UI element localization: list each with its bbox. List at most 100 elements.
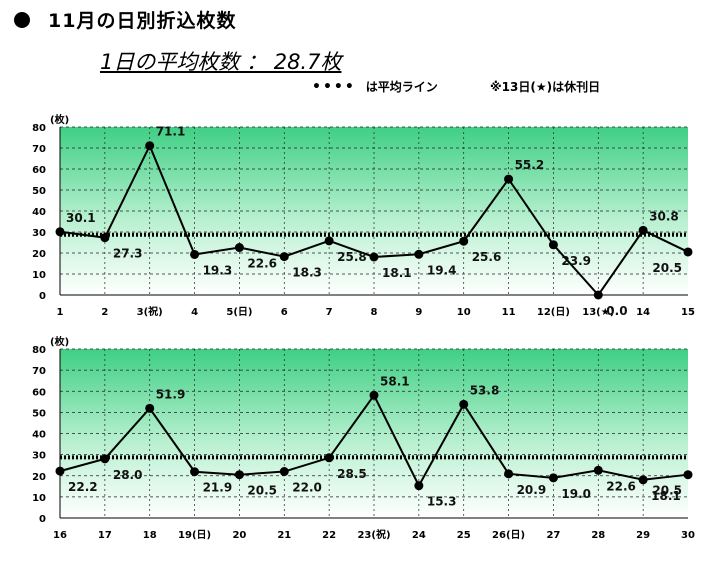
x-tick-label: 12(日) <box>537 306 570 318</box>
data-label: 21.9 <box>203 481 233 495</box>
legend-label: は平均ライン <box>365 80 438 94</box>
x-tick-label: 25 <box>457 530 471 541</box>
data-point <box>55 227 65 237</box>
x-tick-label: 16 <box>53 530 67 541</box>
y-tick-label: 30 <box>32 228 46 239</box>
data-label: 19.0 <box>561 487 591 501</box>
y-tick-label: 60 <box>32 165 46 176</box>
average-line-legend: •••• は平均ライン <box>312 78 438 95</box>
data-point <box>145 141 155 151</box>
data-point <box>100 233 110 243</box>
x-tick-label: 15 <box>681 307 695 318</box>
data-label: 30.1 <box>66 211 96 225</box>
data-label: 30.8 <box>649 209 679 223</box>
y-tick-label: 70 <box>32 144 46 155</box>
title-bullet-icon <box>14 12 30 28</box>
y-tick-label: 60 <box>32 387 46 398</box>
x-tick-label: 26(日) <box>492 529 525 541</box>
data-point <box>324 453 334 463</box>
x-tick-label: 9 <box>415 307 422 318</box>
data-label: 25.6 <box>472 250 502 264</box>
x-tick-label: 24 <box>412 530 426 541</box>
dotted-line-icon: •••• <box>312 78 356 95</box>
data-label: 23.9 <box>561 254 591 268</box>
data-point <box>504 174 514 184</box>
x-tick-label: 19(日) <box>178 529 211 541</box>
data-point <box>459 236 469 246</box>
data-point <box>638 225 648 235</box>
data-label: 27.3 <box>113 247 143 261</box>
x-tick-label: 6 <box>281 307 288 318</box>
data-label: 20.5 <box>652 484 682 498</box>
data-label: 19.3 <box>203 263 233 277</box>
data-point <box>100 454 110 464</box>
data-point <box>638 475 648 485</box>
x-tick-label: 10 <box>457 307 471 318</box>
x-tick-label: 11 <box>502 307 516 318</box>
y-unit-label: (枚) <box>50 113 69 126</box>
y-tick-label: 40 <box>32 430 46 441</box>
data-point <box>683 247 693 257</box>
y-tick-label: 10 <box>32 493 46 504</box>
data-point <box>548 473 558 483</box>
data-label: 18.1 <box>382 266 412 280</box>
data-label: 19.4 <box>427 263 457 277</box>
x-tick-label: 18 <box>143 530 157 541</box>
data-point <box>504 469 514 479</box>
data-label: 0.0 <box>606 304 627 318</box>
x-tick-label: 22 <box>322 530 336 541</box>
data-label: 18.3 <box>292 266 322 280</box>
y-tick-label: 30 <box>32 451 46 462</box>
data-label: 55.2 <box>515 158 545 172</box>
data-point <box>459 399 469 409</box>
data-label: 20.5 <box>652 261 682 275</box>
x-tick-label: 28 <box>591 530 605 541</box>
average-count: 1日の平均枚数 ： 28.7枚 <box>100 50 342 74</box>
data-label: 53.8 <box>470 383 500 397</box>
data-label: 71.1 <box>156 125 186 139</box>
y-unit-label: (枚) <box>50 335 69 348</box>
data-point <box>190 467 200 477</box>
holiday-note: ※13日(★)は休刊日 <box>490 80 601 94</box>
data-label: 22.0 <box>292 481 322 495</box>
x-tick-label: 5(日) <box>226 306 252 318</box>
data-point <box>234 243 244 253</box>
data-label: 18.1 <box>651 489 681 503</box>
page-title: 11月の日別折込枚数 <box>48 10 237 32</box>
data-label: 20.9 <box>517 483 547 497</box>
data-label: 15.3 <box>427 495 457 509</box>
data-label: 20.5 <box>247 484 277 498</box>
data-label: 22.6 <box>606 479 636 493</box>
x-tick-label: 4 <box>191 307 198 318</box>
data-label: 25.8 <box>337 250 367 264</box>
data-label: 22.6 <box>247 257 277 271</box>
data-point <box>593 465 603 475</box>
data-point <box>683 470 693 480</box>
data-point <box>414 249 424 259</box>
data-label: 51.9 <box>156 387 186 401</box>
y-tick-label: 10 <box>32 270 46 281</box>
x-tick-label: 13(★) <box>582 307 614 318</box>
data-point <box>414 481 424 491</box>
x-tick-label: 21 <box>277 530 291 541</box>
y-tick-label: 40 <box>32 207 46 218</box>
x-tick-label: 3(祝) <box>137 305 163 318</box>
data-label: 28.0 <box>113 468 143 482</box>
data-point <box>324 236 334 246</box>
y-tick-label: 70 <box>32 366 46 377</box>
data-label: 28.5 <box>337 467 367 481</box>
y-tick-label: 80 <box>32 345 46 356</box>
data-point <box>548 240 558 250</box>
data-point <box>279 252 289 262</box>
data-label: 22.2 <box>68 480 98 494</box>
x-tick-label: 14 <box>636 307 650 318</box>
data-point <box>145 403 155 413</box>
data-point <box>55 466 65 476</box>
y-tick-label: 20 <box>32 249 46 260</box>
x-tick-label: 27 <box>546 530 560 541</box>
data-point <box>369 390 379 400</box>
y-tick-label: 80 <box>32 123 46 134</box>
x-tick-label: 20 <box>232 530 246 541</box>
x-tick-label: 7 <box>326 307 333 318</box>
data-point <box>369 252 379 262</box>
